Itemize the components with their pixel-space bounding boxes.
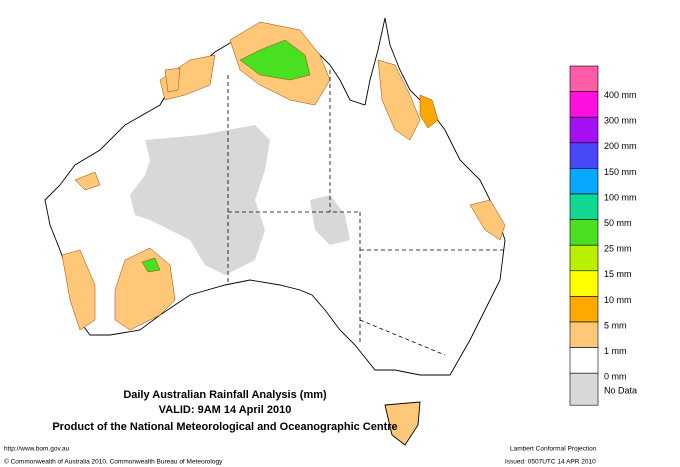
rain-area — [114, 247, 176, 331]
legend: 400 mm 300 mm 200 mm 150 mm 100 mm 50 mm 25 mm… — [569, 65, 637, 406]
legend-swatch — [569, 296, 599, 323]
legend-label: 100 mm — [604, 192, 637, 202]
valid-time: VALID: 9AM 14 April 2010 — [159, 404, 292, 416]
legend-label: 200 mm — [604, 141, 637, 151]
no-data-area — [310, 195, 350, 245]
map-title: Daily Australian Rainfall Analysis (mm) — [123, 389, 327, 401]
legend-swatch — [569, 91, 599, 118]
legend-swatch — [569, 244, 599, 272]
legend-swatch — [569, 116, 599, 144]
rain-area — [61, 249, 96, 331]
state-border — [359, 319, 446, 356]
legend-label: 50 mm — [604, 218, 632, 228]
legend-swatch — [569, 270, 599, 297]
legend-swatch — [569, 347, 599, 374]
legend-label: 10 mm — [604, 295, 632, 305]
legend-label: 5 mm — [604, 320, 627, 330]
legend-swatch — [569, 168, 599, 195]
rain-area — [74, 171, 101, 191]
url: http://www.bom.gov.au — [4, 446, 70, 453]
rain-area — [419, 94, 439, 129]
rain-area — [141, 257, 161, 273]
legend-swatch — [569, 193, 599, 220]
no-data-area — [130, 125, 270, 275]
copyright: © Commonwealth of Australia 2010, Common… — [4, 458, 223, 466]
legend-label: 300 mm — [604, 116, 637, 126]
legend-swatch — [569, 321, 599, 348]
producer: Product of the National Meteorological a… — [52, 421, 397, 433]
legend-label: 15 mm — [604, 269, 632, 279]
projection: Lambert Conformal Projection — [510, 446, 597, 453]
rain-area — [469, 199, 506, 241]
rainfall-areas — [61, 21, 506, 331]
legend-label: 25 mm — [604, 244, 632, 254]
legend-label: 0 mm — [604, 372, 627, 382]
legend-swatch — [569, 372, 599, 406]
rain-area — [164, 67, 181, 93]
legend-label: 400 mm — [604, 90, 637, 100]
rain-area — [377, 59, 421, 141]
issued: Issued: 0507UTC 14 APR 2010 — [505, 459, 596, 466]
legend-swatch — [569, 219, 599, 246]
title-block: Daily Australian Rainfall Analysis (mm) … — [52, 389, 397, 433]
legend-swatch — [569, 65, 599, 92]
legend-label: No Data — [604, 386, 637, 396]
legend-label: 150 mm — [604, 167, 637, 177]
legend-label: 1 mm — [604, 346, 627, 356]
australia — [44, 17, 506, 446]
legend-swatch — [569, 142, 599, 169]
tasmania — [384, 401, 421, 446]
rain-area — [239, 39, 311, 81]
